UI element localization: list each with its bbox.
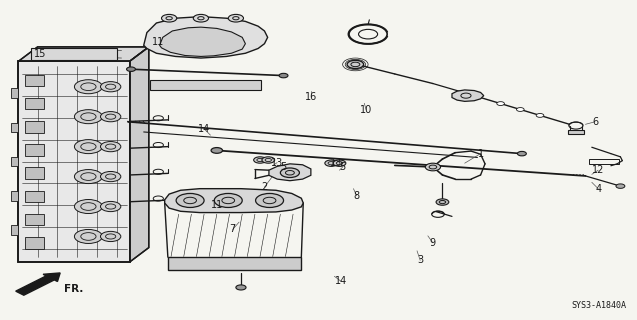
Text: 3: 3 [417, 255, 423, 265]
Text: 11: 11 [211, 200, 223, 210]
Circle shape [176, 194, 204, 207]
Circle shape [162, 14, 176, 22]
Circle shape [333, 160, 346, 166]
Circle shape [236, 285, 246, 290]
Text: 9: 9 [430, 238, 436, 248]
Polygon shape [25, 144, 44, 156]
Polygon shape [11, 88, 18, 98]
Circle shape [211, 148, 222, 153]
Circle shape [101, 112, 121, 122]
Text: 14: 14 [334, 276, 347, 286]
Polygon shape [25, 191, 44, 202]
Text: 16: 16 [304, 92, 317, 102]
Circle shape [254, 157, 266, 163]
Text: 4: 4 [595, 184, 601, 194]
Circle shape [517, 151, 526, 156]
Circle shape [101, 141, 121, 152]
Circle shape [228, 14, 243, 22]
Polygon shape [11, 157, 18, 166]
Circle shape [75, 199, 103, 213]
Circle shape [262, 157, 275, 163]
Text: 15: 15 [34, 49, 47, 59]
Text: 6: 6 [592, 117, 598, 127]
Text: 1: 1 [478, 148, 483, 159]
Text: 13: 13 [271, 157, 283, 168]
Circle shape [193, 14, 208, 22]
Circle shape [75, 80, 103, 94]
Text: 14: 14 [198, 124, 210, 134]
Polygon shape [25, 237, 44, 249]
Text: 7: 7 [229, 224, 236, 235]
Circle shape [280, 168, 299, 178]
Circle shape [279, 73, 288, 78]
Polygon shape [11, 123, 18, 132]
Polygon shape [165, 189, 303, 212]
Polygon shape [568, 130, 583, 133]
Polygon shape [144, 17, 268, 58]
Text: 8: 8 [354, 191, 360, 201]
Circle shape [101, 82, 121, 92]
Circle shape [101, 231, 121, 242]
Polygon shape [130, 47, 149, 262]
Circle shape [347, 60, 364, 68]
Polygon shape [11, 225, 18, 235]
Circle shape [75, 110, 103, 124]
Polygon shape [25, 167, 44, 179]
Polygon shape [18, 47, 149, 61]
Polygon shape [11, 191, 18, 201]
Circle shape [75, 140, 103, 154]
Circle shape [101, 201, 121, 212]
Text: 5: 5 [280, 162, 287, 172]
Text: 13: 13 [329, 157, 342, 168]
Circle shape [426, 163, 441, 171]
Circle shape [255, 194, 283, 207]
Text: 12: 12 [592, 165, 605, 175]
Circle shape [436, 199, 449, 205]
Circle shape [536, 114, 544, 117]
Polygon shape [25, 121, 44, 132]
Circle shape [214, 194, 242, 207]
Circle shape [101, 172, 121, 182]
Circle shape [75, 229, 103, 244]
Circle shape [497, 102, 505, 106]
Polygon shape [168, 257, 301, 270]
Circle shape [517, 108, 524, 111]
FancyArrow shape [16, 273, 60, 295]
Circle shape [616, 184, 625, 188]
Polygon shape [25, 75, 44, 86]
Text: SYS3-A1840A: SYS3-A1840A [572, 301, 627, 310]
Text: 11: 11 [152, 37, 164, 47]
Polygon shape [18, 61, 130, 262]
Circle shape [75, 170, 103, 184]
Polygon shape [452, 90, 483, 101]
Polygon shape [269, 164, 311, 181]
Polygon shape [150, 80, 261, 90]
Text: FR.: FR. [64, 284, 83, 294]
Polygon shape [160, 27, 245, 56]
Polygon shape [31, 49, 117, 60]
Text: 10: 10 [360, 105, 372, 115]
Circle shape [325, 160, 338, 166]
Text: 2: 2 [261, 182, 268, 192]
Polygon shape [25, 98, 44, 109]
Circle shape [127, 67, 136, 71]
Text: 5: 5 [340, 162, 346, 172]
Polygon shape [25, 214, 44, 225]
